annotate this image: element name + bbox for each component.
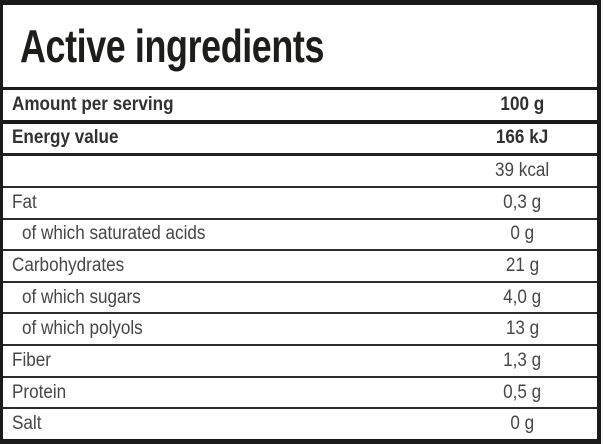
- table-row: Salt 0 g: [3, 409, 597, 439]
- nutrient-value-cell: 100 g: [447, 94, 597, 116]
- nutrient-value: 0,5 g: [502, 381, 542, 403]
- nutrient-label: of which sugars: [22, 286, 141, 308]
- nutrient-value: 21 g: [505, 255, 539, 277]
- nutrient-value: 39 kcal: [494, 160, 550, 182]
- table-row: Fat 0,3 g: [3, 188, 597, 220]
- table-row: Carbohydrates 21 g: [3, 251, 597, 283]
- nutrient-label: Carbohydrates: [12, 255, 125, 277]
- nutrient-value-cell: 0,5 g: [447, 382, 597, 404]
- nutrient-value-cell: 21 g: [447, 255, 597, 277]
- table-row: of which polyols 13 g: [3, 314, 597, 347]
- nutrient-value: 0,3 g: [502, 191, 542, 213]
- nutrient-label: Salt: [12, 413, 42, 435]
- nutrient-label: of which saturated acids: [22, 223, 206, 245]
- nutrient-value-cell: 0 g: [447, 223, 597, 245]
- nutrient-label-cell: Protein: [3, 382, 447, 404]
- nutrient-label: Fiber: [12, 349, 51, 371]
- table-row: Amount per serving 100 g: [3, 90, 597, 124]
- nutrient-label-cell: of which saturated acids: [3, 223, 447, 245]
- nutrient-label-cell: Fat: [3, 192, 447, 214]
- nutrient-label: Protein: [12, 381, 67, 403]
- table-row: 39 kcal: [3, 156, 597, 188]
- table-row: of which saturated acids 0 g: [3, 220, 597, 252]
- nutrient-value-cell: 39 kcal: [447, 160, 597, 182]
- table-row: Energy value 166 kJ: [3, 124, 597, 157]
- nutrient-label-cell: of which polyols: [3, 318, 447, 340]
- nutrient-label-cell: Energy value: [3, 127, 447, 149]
- nutrient-label-cell: of which sugars: [3, 287, 447, 309]
- nutrient-label: Energy value: [12, 127, 119, 149]
- nutrient-value: 0 g: [510, 223, 534, 245]
- table-title-row: Active ingredients: [3, 5, 597, 90]
- nutrient-label-cell: Carbohydrates: [3, 255, 447, 277]
- table-row: of which sugars 4,0 g: [3, 283, 597, 315]
- nutrient-value-cell: 0,3 g: [447, 192, 597, 214]
- nutrient-label-cell: [3, 162, 447, 180]
- table-title: Active ingredients: [20, 20, 325, 72]
- nutrient-value: 100 g: [500, 93, 544, 115]
- nutrient-value-cell: 166 kJ: [447, 127, 597, 149]
- nutrient-label-cell: Salt: [3, 413, 447, 435]
- nutrient-label-cell: Amount per serving: [3, 94, 447, 116]
- table-row: Fiber 1,3 g: [3, 346, 597, 378]
- nutrient-value-cell: 13 g: [447, 318, 597, 340]
- nutrient-value: 0 g: [510, 413, 534, 435]
- nutrient-value: 166 kJ: [495, 127, 549, 149]
- nutrient-label: of which polyols: [22, 318, 143, 340]
- nutrient-label-cell: Fiber: [3, 350, 447, 372]
- nutrient-value: 13 g: [505, 318, 539, 340]
- nutrient-value-cell: 0 g: [447, 413, 597, 435]
- nutrient-label: Amount per serving: [12, 93, 174, 115]
- nutrient-label: Fat: [12, 191, 37, 213]
- table-rows: Amount per serving 100 g Energy value 16…: [3, 90, 597, 439]
- nutrient-value: 4,0 g: [502, 286, 542, 308]
- nutrient-value-cell: 4,0 g: [447, 287, 597, 309]
- table-row: Protein 0,5 g: [3, 378, 597, 410]
- nutrient-value-cell: 1,3 g: [447, 350, 597, 372]
- nutrient-value: 1,3 g: [502, 349, 542, 371]
